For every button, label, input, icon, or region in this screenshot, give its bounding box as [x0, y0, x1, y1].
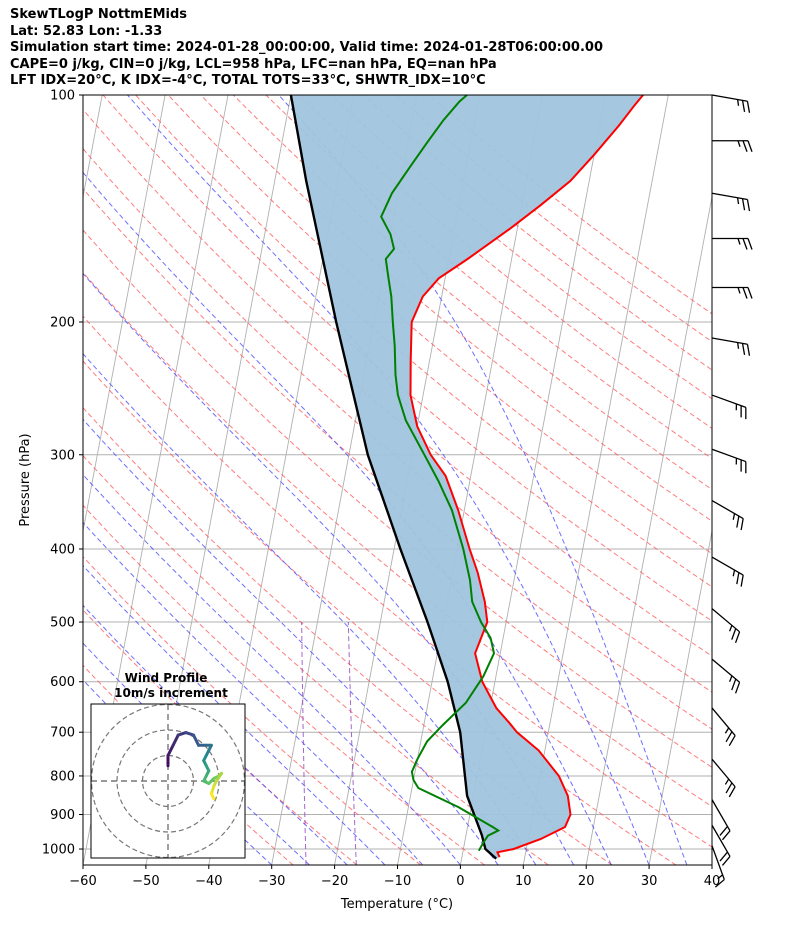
wind-barb [711, 658, 741, 694]
wind-barb [711, 824, 731, 866]
moist-adiabat [83, 642, 310, 865]
dry-adiabat [83, 188, 712, 730]
moist-adiabat [83, 564, 386, 865]
y-tick-label: 100 [50, 89, 75, 104]
moist-adiabat [278, 95, 688, 865]
isotherm-line [711, 862, 712, 865]
hodograph-title: Wind Profile [125, 671, 208, 685]
x-tick-label: 0 [456, 874, 464, 889]
wind-barb [711, 608, 741, 644]
x-tick-label: 20 [578, 874, 595, 889]
dry-adiabat [83, 147, 712, 693]
isotherm-line [775, 95, 794, 865]
y-tick-label: 1000 [42, 843, 75, 858]
moist-adiabat [83, 604, 348, 865]
wind-barb [712, 140, 753, 152]
wind-barb [712, 237, 753, 250]
dry-adiabat [83, 271, 712, 808]
chart-header: SkewTLogP NottmEMids Lat: 52.83 Lon: -1.… [10, 7, 603, 90]
dry-adiabat [167, 95, 712, 555]
isotherm-line [648, 528, 712, 865]
hodograph-subtitle: 10m/s increment [114, 686, 228, 700]
header-station: SkewTLogP NottmEMids [10, 7, 188, 22]
y-tick-label: 200 [50, 315, 75, 330]
y-tick-label: 800 [50, 769, 75, 784]
dry-adiabat [298, 95, 712, 429]
isotherm-line [585, 194, 712, 865]
mixing-ratio-line [347, 621, 357, 865]
x-axis-label: Temperature (°C) [340, 897, 453, 912]
wind-barb [711, 499, 744, 531]
cin-shading [290, 95, 644, 859]
isotherm-line [83, 95, 103, 200]
hodograph-segment [192, 733, 201, 747]
x-tick-label: −30 [258, 874, 285, 889]
hodograph-segment [214, 771, 224, 783]
wind-barb [711, 845, 725, 888]
hodograph-ring [116, 729, 220, 833]
wind-barb [711, 394, 747, 420]
dewpoint-line [380, 95, 501, 852]
x-tick-label: −40 [195, 874, 222, 889]
moist-adiabat [83, 473, 461, 865]
hodograph-frame [90, 703, 246, 859]
axes: −60 −50 −40 −30 −20 −10 0 10 20 30 40 100 200 300 400 5… [42, 89, 720, 890]
header-cape: CAPE=0 j/kg, CIN=0 j/kg, LCL=958 hPa, LF… [10, 56, 497, 72]
x-tick-label: 40 [704, 874, 721, 889]
wind-barb [712, 286, 753, 299]
x-tick-label: −10 [384, 874, 411, 889]
moist-adiabat [83, 171, 612, 865]
mixing-ratio-line [301, 622, 307, 865]
x-tick-label: 10 [515, 874, 532, 889]
header-latlon: Lat: 52.83 Lon: -1.33 [10, 23, 163, 39]
moist-adiabat [83, 521, 424, 865]
x-tick-label: 30 [641, 874, 658, 889]
isotherm-line [83, 95, 166, 534]
wind-barb [711, 707, 736, 746]
dry-adiabat [83, 229, 712, 768]
wind-barb [711, 758, 736, 798]
wind-barb [711, 337, 751, 356]
wind-barb [711, 94, 751, 113]
wind-barb [711, 799, 731, 841]
temperature-line [409, 95, 644, 858]
x-tick-label: −50 [132, 874, 159, 889]
plot-area [83, 95, 794, 865]
y-tick-label: 300 [50, 448, 75, 463]
y-tick-label: 700 [50, 726, 75, 741]
header-times: Simulation start time: 2024-01-28_00:00:… [10, 40, 603, 55]
y-tick-label: 900 [50, 808, 75, 823]
wind-barb [711, 448, 747, 474]
y-tick-label: 400 [50, 542, 75, 557]
dry-adiabat [200, 95, 712, 522]
y-tick-label: 500 [50, 616, 75, 631]
isotherm-line [522, 95, 669, 865]
hodograph: Wind Profile 10m/s increment [90, 671, 246, 859]
wind-barb [711, 556, 744, 587]
header-indices: LFT IDX=20°C, K IDX=-4°C, TOTAL TOTS=33°… [10, 73, 486, 88]
x-tick-label: −60 [69, 874, 96, 889]
dry-adiabat [83, 609, 358, 865]
parcel-profile-line [289, 95, 498, 860]
wind-barb [711, 192, 751, 212]
moist-adiabat [83, 418, 499, 865]
dry-adiabat [83, 315, 712, 848]
wind-barbs [711, 94, 753, 888]
y-tick-label: 600 [50, 675, 75, 690]
x-tick-label: −20 [321, 874, 348, 889]
hodograph-segment [171, 733, 180, 747]
y-axis-label: Pressure (hPa) [18, 433, 33, 526]
hodograph-segment [166, 743, 175, 757]
hodograph-segment [209, 792, 216, 801]
